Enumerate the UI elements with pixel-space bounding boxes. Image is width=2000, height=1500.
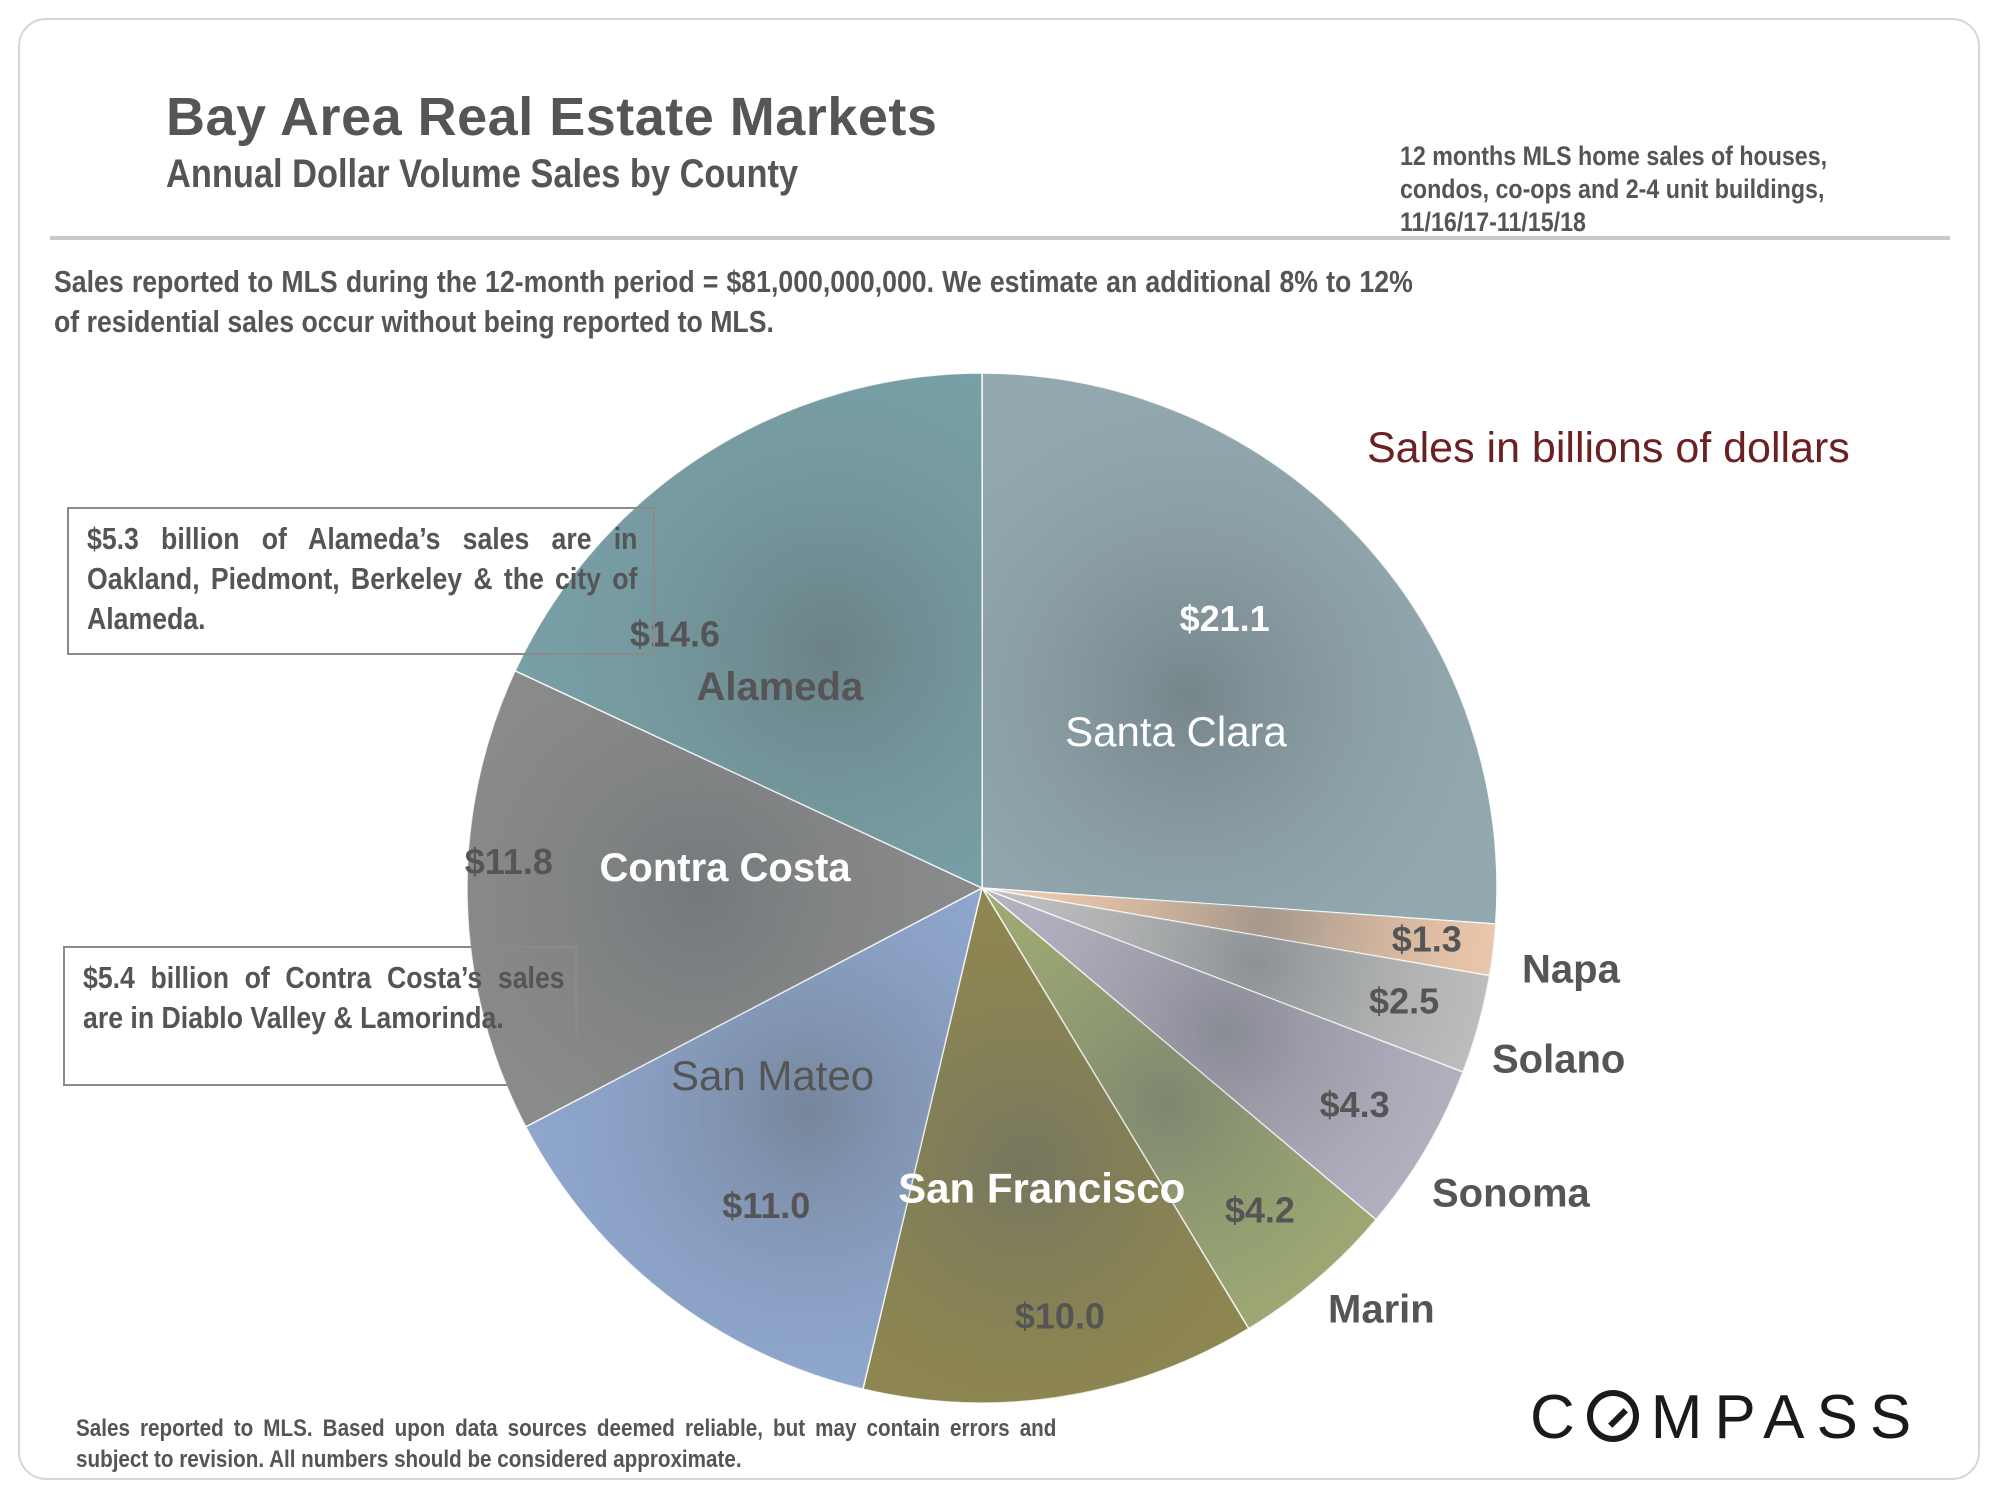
pie-slice-shade-sonoma xyxy=(982,888,1463,1220)
pie-slice-shade-san-mateo xyxy=(525,888,982,1390)
value-label-marin: $4.2 xyxy=(1225,1189,1295,1230)
slice-name-solano: Solano xyxy=(1492,1038,1625,1082)
period-line-2: condos, co-ops and 2-4 unit buildings, xyxy=(1400,174,1825,204)
slice-name-sonoma: Sonoma xyxy=(1432,1172,1591,1216)
pie-slice-shade-marin xyxy=(982,888,1376,1329)
slice-name-napa: Napa xyxy=(1522,948,1621,992)
pie-slice-shade-san-francisco xyxy=(862,888,1249,1403)
period-note: 12 months MLS home sales of houses, cond… xyxy=(1400,140,1920,239)
contra-costa-note-box: $5.4 billion of Contra Costa’s sales are… xyxy=(63,946,577,1086)
alameda-note-text: $5.3 billion of Alameda’s sales are in O… xyxy=(87,521,638,636)
slice-name-santa-clara: Santa Clara xyxy=(1065,708,1287,755)
logo-text-end: MPASS xyxy=(1650,1383,1924,1452)
value-label-sonoma: $4.3 xyxy=(1320,1084,1390,1125)
value-label-san-francisco: $10.0 xyxy=(1015,1295,1105,1336)
slice-name-contra-costa: Contra Costa xyxy=(600,846,852,890)
logo-text-start: C xyxy=(1530,1383,1587,1452)
pie-slice-shade-solano xyxy=(982,888,1490,1073)
value-label-contra-costa: $11.8 xyxy=(465,841,553,882)
slice-name-marin: Marin xyxy=(1328,1288,1435,1332)
slice-name-alameda: Alameda xyxy=(696,665,863,709)
page-title: Bay Area Real Estate Markets xyxy=(166,87,938,147)
footer-disclaimer: Sales reported to MLS. Based upon data s… xyxy=(76,1415,1057,1473)
header-divider xyxy=(50,236,1950,240)
intro-text: Sales reported to MLS during the 12-mont… xyxy=(54,264,1413,339)
value-label-san-mateo: $11.0 xyxy=(722,1185,810,1226)
value-label-santa-clara: $21.1 xyxy=(1180,598,1270,639)
slice-name-san-mateo: San Mateo xyxy=(671,1052,874,1099)
chart-subtitle: Sales in billions of dollars xyxy=(1367,424,1850,472)
value-label-alameda: $14.6 xyxy=(630,614,720,655)
contra-costa-note-text: $5.4 billion of Contra Costa’s sales are… xyxy=(83,960,565,1035)
compass-logo: C MPASS xyxy=(1530,1382,1923,1453)
pie-slice-shade-santa-clara xyxy=(982,373,1497,925)
value-label-solano: $2.5 xyxy=(1369,981,1439,1022)
slide-frame xyxy=(18,18,1980,1480)
period-line-1: 12 months MLS home sales of houses, xyxy=(1400,141,1828,171)
pie-slice-shade-contra-costa xyxy=(467,670,982,1127)
slice-name-san-francisco: San Francisco xyxy=(898,1164,1185,1211)
pie-slice-shade-alameda xyxy=(515,373,982,888)
period-line-3: 11/16/17-11/15/18 xyxy=(1400,207,1586,237)
value-label-napa: $1.3 xyxy=(1392,918,1462,959)
compass-o-icon xyxy=(1586,1390,1639,1442)
alameda-note-box: $5.3 billion of Alameda’s sales are in O… xyxy=(67,507,655,655)
page-subtitle: Annual Dollar Volume Sales by County xyxy=(166,152,799,196)
